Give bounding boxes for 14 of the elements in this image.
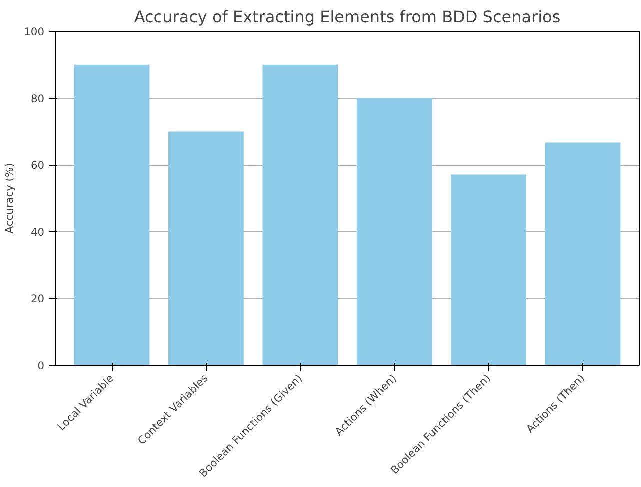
y-tick-label: 80 [30,92,45,106]
bar [262,64,338,366]
y-tick-label: 40 [30,226,45,239]
bar [451,174,526,366]
bar [356,98,432,366]
chart-title: Accuracy of Extracting Elements from BDD Scenarios [134,8,561,26]
y-tick-label: 20 [30,292,45,306]
y-tick-label: 60 [30,159,45,172]
bar [168,132,244,366]
bar [545,142,621,366]
bar [74,64,150,366]
y-tick-label: 100 [24,26,45,38]
y-axis-title: Accuracy (%) [3,163,16,234]
y-tick-label: 0 [38,360,45,372]
